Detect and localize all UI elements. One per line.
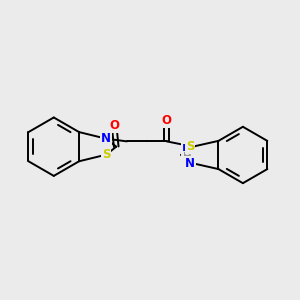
Text: N: N [185,157,195,169]
Text: S: S [102,148,110,161]
Text: H: H [183,152,192,162]
Text: O: O [162,114,172,127]
Text: S: S [186,140,194,153]
Text: N: N [182,143,192,156]
Text: O: O [110,119,120,132]
Text: N: N [101,132,111,145]
